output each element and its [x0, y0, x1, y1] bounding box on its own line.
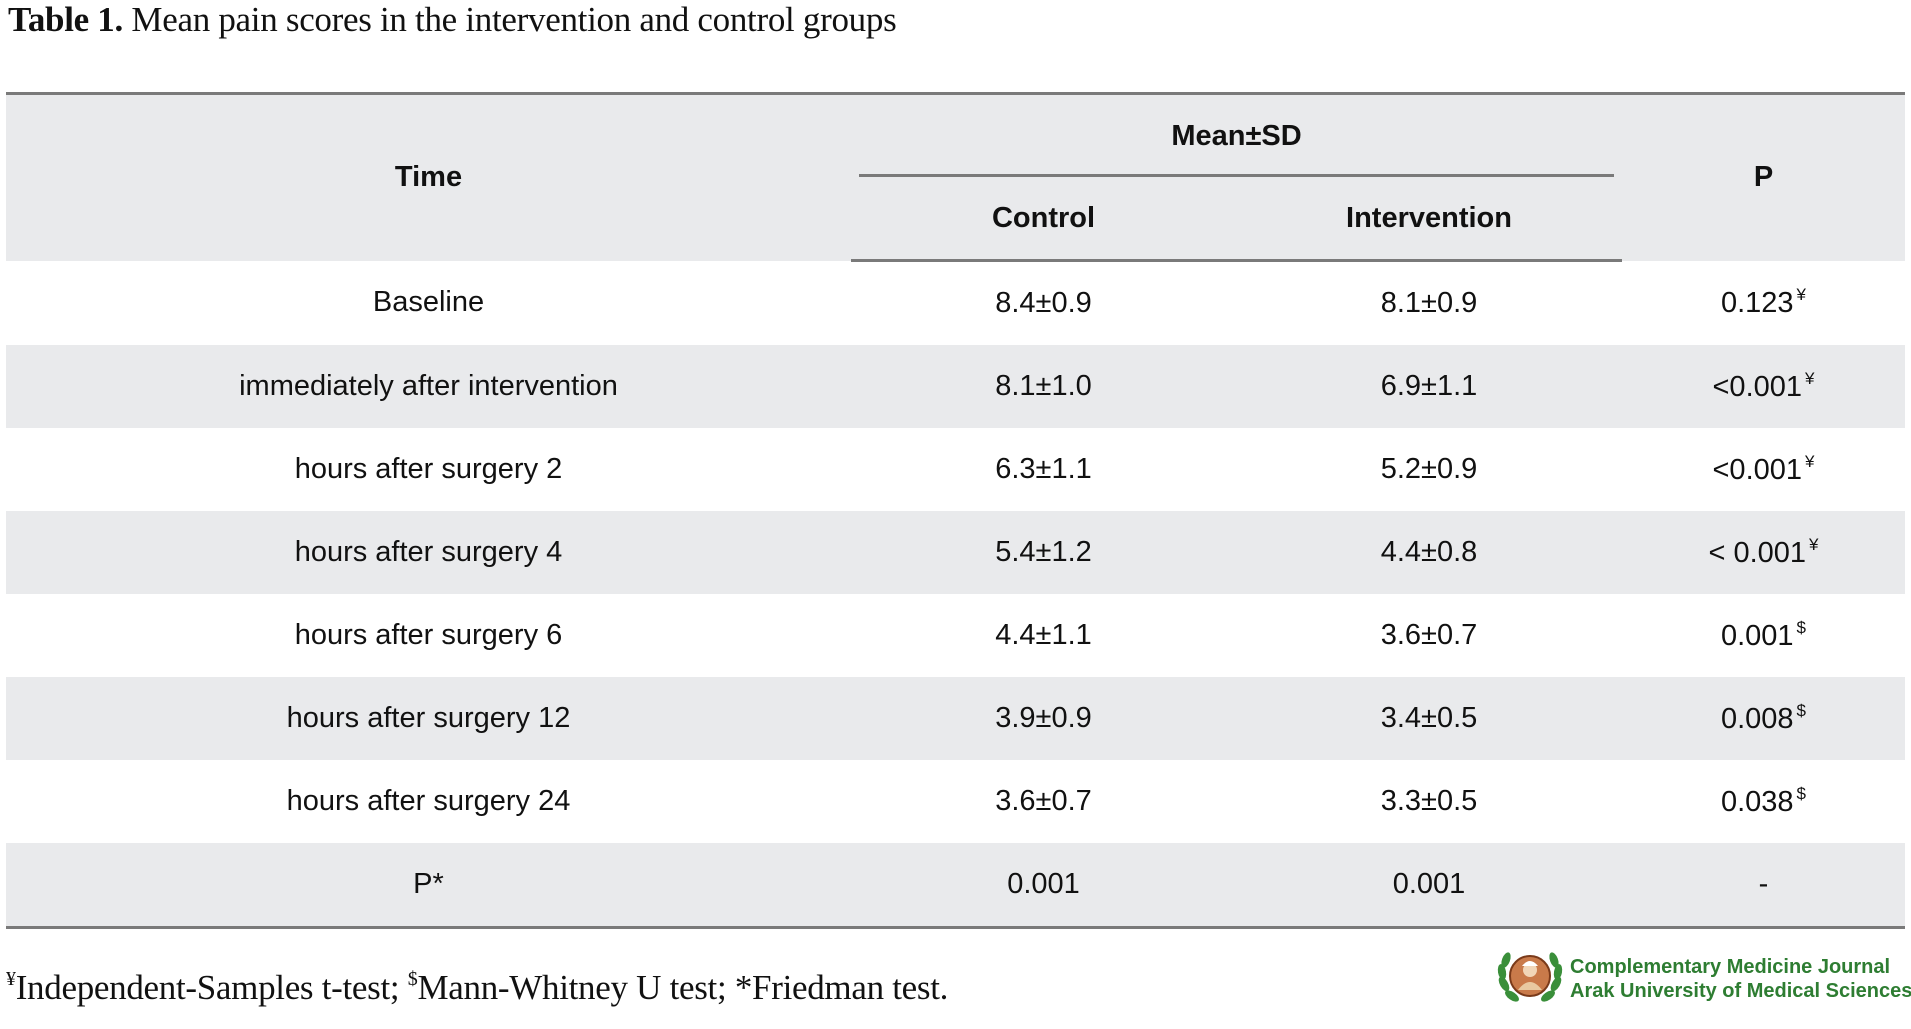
cell-time: hours after surgery 4 — [6, 511, 851, 594]
cell-time: Baseline — [6, 261, 851, 346]
cell-time: hours after surgery 2 — [6, 428, 851, 511]
footnote-mark-dollar: $ — [407, 968, 418, 990]
table-row: Baseline 8.4±0.9 8.1±0.9 0.123 ¥ — [6, 261, 1905, 346]
cell-control: 8.1±1.0 — [851, 345, 1236, 428]
cell-intervention: 3.3±0.5 — [1236, 760, 1622, 843]
test-marker: $ — [1796, 618, 1807, 637]
cell-time: hours after surgery 12 — [6, 677, 851, 760]
header-intervention: Intervention — [1236, 177, 1622, 262]
cell-p-value: <0.001 — [1712, 454, 1803, 486]
cell-time-value: hours after surgery 12 — [286, 702, 571, 734]
header-control: Control — [851, 177, 1236, 262]
cell-control-value: 0.001 — [1007, 868, 1080, 900]
cell-p: < 0.001 ¥ — [1622, 511, 1905, 594]
cell-time: P* — [6, 843, 851, 929]
footnote-text-1: Independent-Samples t-test; — [15, 968, 408, 1007]
cell-p-value: 0.001 — [1720, 620, 1794, 652]
cell-control: 3.6±0.7 — [851, 760, 1236, 843]
table-row: immediately after intervention 8.1±1.0 6.9… — [6, 345, 1905, 428]
table-row: hours after surgery 24 3.6±0.7 3.3±0.5 0.03… — [6, 760, 1905, 843]
cell-intervention: 8.1±0.9 — [1236, 261, 1622, 346]
cell-intervention-value: 0.001 — [1392, 868, 1466, 900]
cell-intervention-value: 3.4±0.5 — [1380, 702, 1478, 734]
cell-control: 4.4±1.1 — [851, 594, 1236, 677]
cell-control: 8.4±0.9 — [851, 261, 1236, 346]
cell-p: <0.001 ¥ — [1622, 345, 1905, 428]
cell-intervention: 4.4±0.8 — [1236, 511, 1622, 594]
cell-intervention: 0.001 — [1236, 843, 1622, 929]
pain-scores-table: Time Mean±SD P Control Intervention Base… — [6, 92, 1905, 929]
cell-p: <0.001 ¥ — [1622, 428, 1905, 511]
cell-intervention: 5.2±0.9 — [1236, 428, 1622, 511]
cell-time: hours after surgery 6 — [6, 594, 851, 677]
table-row: hours after surgery 12 3.9±0.9 3.4±0.5 0.00… — [6, 677, 1905, 760]
test-marker: ¥ — [1805, 452, 1815, 471]
test-marker: ¥ — [1796, 285, 1807, 305]
test-marker: ¥ — [1809, 535, 1819, 554]
cell-time: immediately after intervention — [6, 345, 851, 428]
cell-intervention: 3.6±0.7 — [1236, 594, 1622, 677]
test-marker: $ — [1796, 701, 1807, 720]
table-body: Baseline 8.4±0.9 8.1±0.9 0.123 ¥ immediately … — [6, 261, 1905, 929]
cell-time-value: hours after surgery 2 — [294, 453, 563, 485]
journal-name: Complementary Medicine Journal — [1570, 956, 1891, 978]
cell-time-value: hours after surgery 4 — [294, 536, 563, 568]
cell-intervention-value: 6.9±1.1 — [1380, 370, 1478, 402]
caption-label: Table 1. — [8, 0, 123, 39]
header-mean-sd: Mean±SD — [851, 95, 1622, 177]
cell-p-value: < 0.001 — [1708, 537, 1807, 569]
cell-intervention-value: 5.2±0.9 — [1380, 453, 1478, 485]
journal-brand: Complementary Medicine Journal Arak Univ… — [1496, 944, 1911, 1012]
cell-intervention-value: 4.4±0.8 — [1380, 536, 1478, 568]
cell-control: 5.4±1.2 — [851, 511, 1236, 594]
cell-control-value: 4.4±1.1 — [995, 619, 1092, 651]
cell-intervention-value: 3.6±0.7 — [1380, 619, 1478, 651]
table-row: P* 0.001 0.001 - — [6, 843, 1905, 929]
cell-p: 0.008 $ — [1622, 677, 1905, 760]
cell-control-value: 6.3±1.1 — [995, 453, 1092, 485]
header-time: Time — [6, 95, 851, 261]
cell-p-value: 0.123 — [1720, 287, 1794, 320]
cell-control: 3.9±0.9 — [851, 677, 1236, 760]
table-caption: Table 1. Mean pain scores in the interve… — [8, 0, 897, 40]
caption-text: Mean pain scores in the intervention and… — [122, 0, 897, 39]
footnote-text-2: Mann-Whitney U test; *Friedman test. — [417, 968, 949, 1007]
cell-time-value: hours after surgery 6 — [294, 619, 563, 651]
header-p: P — [1622, 95, 1905, 261]
cell-time-value: immediately after intervention — [239, 370, 618, 402]
cell-control-value: 3.6±0.7 — [995, 785, 1092, 817]
table-row: hours after surgery 4 5.4±1.2 4.4±0.8 < 0.0… — [6, 511, 1905, 594]
table-row: hours after surgery 6 4.4±1.1 3.6±0.7 0.001… — [6, 594, 1905, 677]
cell-p: 0.001 $ — [1622, 594, 1905, 677]
cell-p-value: - — [1758, 868, 1769, 900]
cell-p: 0.123 ¥ — [1622, 261, 1905, 346]
cell-control-value: 3.9±0.9 — [995, 702, 1092, 734]
journal-seal-icon — [1497, 952, 1563, 1002]
cell-intervention: 6.9±1.1 — [1236, 345, 1622, 428]
cell-time-value: Baseline — [372, 286, 485, 319]
footnote-mark-yen: ¥ — [6, 968, 16, 990]
cell-p: - — [1622, 843, 1905, 929]
cell-p-value: <0.001 — [1712, 371, 1803, 403]
cell-control: 6.3±1.1 — [851, 428, 1236, 511]
cell-p: 0.038 $ — [1622, 760, 1905, 843]
cell-intervention-value: 8.1±0.9 — [1380, 287, 1478, 319]
cell-time-value: P* — [413, 868, 444, 900]
cell-intervention-value: 3.3±0.5 — [1380, 785, 1478, 817]
cell-intervention: 3.4±0.5 — [1236, 677, 1622, 760]
cell-p-value: 0.038 — [1720, 786, 1794, 818]
cell-p-value: 0.008 — [1720, 703, 1794, 735]
cell-control-value: 8.1±1.0 — [995, 370, 1092, 402]
table-row: hours after surgery 2 6.3±1.1 5.2±0.9 <0.00… — [6, 428, 1905, 511]
cell-time-value: hours after surgery 24 — [286, 785, 571, 817]
cell-time: hours after surgery 24 — [6, 760, 851, 843]
table-footnote: ¥Independent-Samples t-test; $Mann-Whitn… — [6, 968, 948, 1008]
university-name: Arak University of Medical Sciences — [1570, 980, 1911, 1002]
cell-control-value: 8.4±0.9 — [995, 287, 1092, 319]
test-marker: ¥ — [1805, 369, 1815, 388]
test-marker: $ — [1796, 784, 1807, 803]
cell-control-value: 5.4±1.2 — [995, 536, 1092, 568]
cell-control: 0.001 — [851, 843, 1236, 929]
